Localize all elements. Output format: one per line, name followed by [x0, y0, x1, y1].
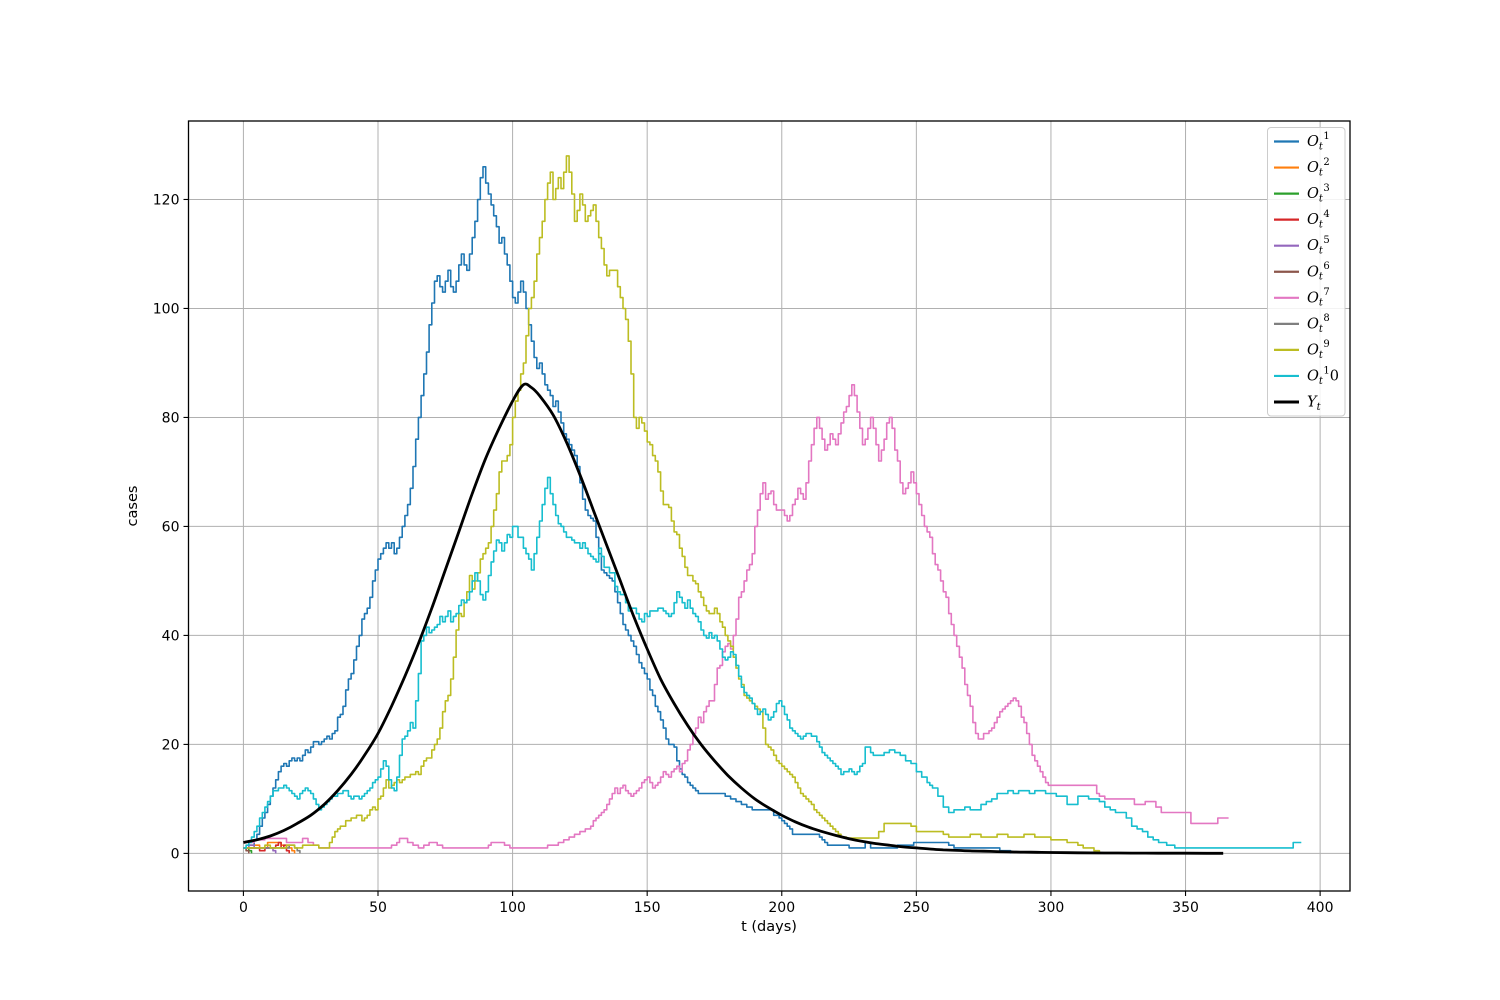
series-line-O9: [243, 155, 1101, 854]
legend-entry-Yt: Yt: [1274, 395, 1322, 413]
grid-layer: [188, 121, 1350, 891]
tick-layer: 0 50 100 150 200 250 300 350 400 0 20 40 60 80 100 120: [153, 192, 1334, 916]
x-tick-label-100: 100: [499, 900, 526, 916]
legend-entry-O10: Ot10: [1274, 365, 1339, 387]
legend-label-O5: Ot5: [1307, 235, 1330, 257]
legend-entry-O5: Ot5: [1274, 235, 1330, 257]
legend-entry-O7: Ot7: [1274, 287, 1330, 309]
x-tick-label-400: 400: [1307, 900, 1334, 916]
legend-entry-O2: Ot2: [1274, 157, 1330, 179]
legend-entry-O1: Ot1: [1274, 131, 1330, 153]
legend-label-O6: Ot6: [1307, 261, 1330, 283]
legend-label-O7: Ot7: [1307, 287, 1330, 309]
x-tick-label-300: 300: [1038, 900, 1065, 916]
legend-label-O1: Ot1: [1307, 131, 1330, 153]
y-tick-label-120: 120: [153, 192, 180, 208]
legend: Ot1 Ot2 Ot3 Ot4 Ot5 Ot6 Ot7 Ot8 Ot9 Ot10 Yt: [1267, 127, 1346, 417]
axes-layer: [187, 120, 1351, 892]
series-line-O6: [243, 847, 250, 854]
series-layer: [243, 155, 1302, 855]
y-tick-label-80: 80: [162, 410, 180, 426]
y-tick-label-0: 0: [171, 846, 180, 862]
legend-label-O3: Ot3: [1307, 183, 1330, 205]
x-axis-label: t (days): [741, 919, 797, 935]
legend-box: [1267, 127, 1346, 417]
legend-label-O4: Ot4: [1307, 209, 1330, 231]
x-tick-label-50: 50: [369, 900, 387, 916]
legend-entry-O4: Ot4: [1274, 209, 1330, 231]
series-line-Yt: [243, 382, 1224, 855]
y-tick-label-100: 100: [153, 301, 180, 317]
legend-label-O10: Ot10: [1307, 365, 1339, 387]
legend-entry-O9: Ot9: [1274, 339, 1330, 361]
legend-label-Yt: Yt: [1307, 395, 1322, 413]
y-tick-label-40: 40: [162, 628, 180, 644]
y-axis-label: cases: [125, 486, 141, 527]
axes-frame: [187, 120, 1351, 892]
x-tick-label-250: 250: [903, 900, 930, 916]
legend-label-O9: Ot9: [1307, 339, 1330, 361]
x-tick-label-350: 350: [1172, 900, 1199, 916]
y-tick-label-60: 60: [162, 519, 180, 535]
legend-entry-O3: Ot3: [1274, 183, 1330, 205]
legend-entry-O8: Ot8: [1274, 313, 1330, 335]
x-tick-label-200: 200: [768, 900, 795, 916]
series-line-O7: [243, 384, 1229, 849]
x-tick-label-150: 150: [634, 900, 661, 916]
legend-label-O2: Ot2: [1307, 157, 1330, 179]
legend-label-O8: Ot8: [1307, 313, 1330, 335]
y-tick-label-20: 20: [162, 737, 180, 753]
legend-entry-O6: Ot6: [1274, 261, 1330, 283]
series-line-O10: [243, 476, 1302, 849]
x-tick-label-0: 0: [239, 900, 248, 916]
